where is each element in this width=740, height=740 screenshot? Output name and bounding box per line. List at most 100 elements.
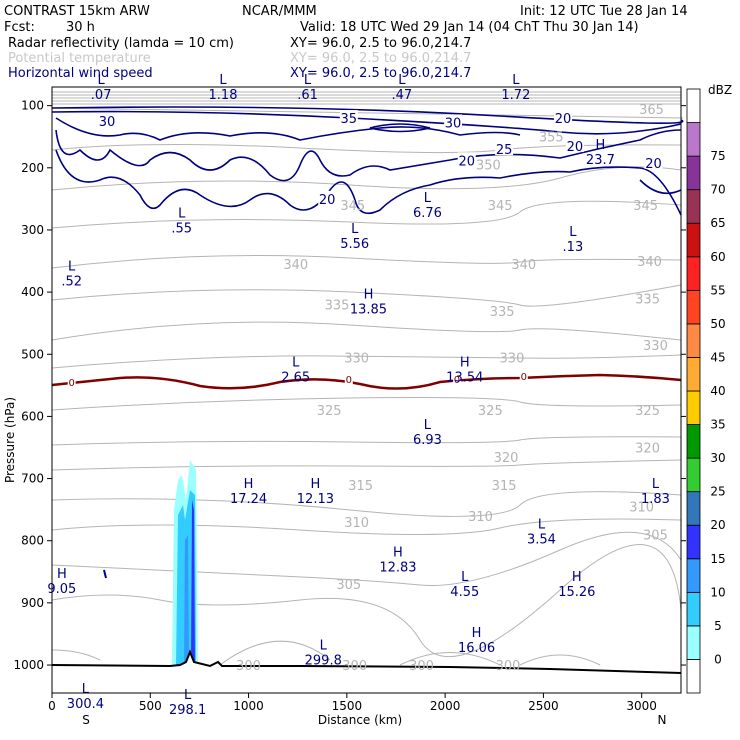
extremum-value: 300.4 [67, 697, 104, 712]
extremum-letter: L [68, 259, 76, 274]
colorbar-cell [686, 625, 701, 660]
field-theta-name: Potential temperature [8, 51, 151, 66]
wind-label-bg [443, 114, 462, 129]
extremum-value: .52 [61, 274, 82, 289]
x-tick-label: 0 [48, 699, 56, 713]
theta-contour-label: 325 [478, 404, 503, 419]
x-tick-label: 1000 [233, 699, 264, 713]
field-theta-xy: XY= 96.0, 2.5 to 96.0,214.7 [290, 51, 471, 66]
colorbar-cell [686, 122, 701, 157]
reflectivity-20dbz [191, 500, 195, 665]
extremum-letter: H [393, 545, 403, 560]
extremum-value: 16.06 [458, 641, 495, 656]
y-tick-label: 300 [21, 223, 44, 237]
extremum-letter: L [424, 418, 432, 433]
freezing-labels: 0 0 0 0 [67, 371, 528, 389]
wind-contour-label: 20 [319, 193, 336, 208]
theta-contour-label: 340 [283, 258, 308, 273]
model-title: CONTRAST 15km ARW [4, 4, 150, 19]
y-tick-label: 200 [21, 161, 44, 175]
wind-label-bg [339, 110, 358, 125]
field-wind-name: Horizontal wind speed [8, 66, 153, 81]
plot-frame [51, 86, 682, 694]
extremum-letter: H [596, 138, 606, 153]
colorbar-cell [686, 88, 701, 123]
extremum-value: 299.8 [305, 653, 342, 668]
colorbar-cell [686, 491, 701, 526]
freezing-level-line [51, 373, 682, 390]
extremum-value: 2.65 [281, 371, 310, 386]
extremum-value: 1.18 [209, 88, 238, 103]
colorbar-cell [686, 424, 701, 459]
x-tick-label: 2500 [528, 699, 559, 713]
extremum-letter: H [57, 567, 67, 582]
y-tick-label: 100 [21, 99, 44, 113]
y-tick-label: 900 [21, 596, 44, 610]
wind-label-bg [495, 141, 514, 156]
theta-contour-label: 335 [490, 305, 515, 320]
field-radar-xy: XY= 96.0, 2.5 to 96.0,214.7 [290, 36, 471, 51]
extremum-letter: H [244, 477, 254, 492]
x-tick-label: 3000 [626, 699, 657, 713]
extremum-value: 13.54 [446, 371, 483, 386]
extremum-letter: L [178, 207, 186, 222]
extremum-value: 12.83 [379, 560, 416, 575]
fcst-value: 30 h [66, 20, 95, 35]
colorbar-unit: dBZ [708, 83, 732, 97]
freezing-label-bg [452, 374, 461, 385]
colorbar-level-label: 5 [714, 619, 722, 633]
theta-contour-label: 330 [500, 351, 525, 366]
freezing-label-bg [67, 377, 76, 388]
y-tick-label: 800 [21, 534, 44, 548]
extremum-letter: L [569, 225, 577, 240]
x-axis-label: Distance (km) [318, 713, 402, 727]
terrain [51, 569, 682, 693]
extremum-value: 1.72 [501, 88, 530, 103]
theta-contour-label: 300 [342, 659, 367, 674]
wind-contour-label: 20 [458, 154, 475, 169]
extremum-letter: L [184, 688, 192, 703]
theta-contour-label: 310 [629, 501, 654, 516]
colorbar-level-label: 35 [710, 418, 725, 432]
colorbar-cell [686, 155, 701, 191]
extremum-value: 13.85 [350, 302, 387, 317]
valid-time: Valid: 18 UTC Wed 29 Jan 14 (04 ChT Thu … [300, 20, 639, 35]
extremum-value: 3.54 [527, 532, 556, 547]
plot-background [52, 87, 681, 693]
theta-contour-label: 345 [340, 199, 365, 214]
theta-contour-label: 345 [633, 199, 658, 214]
colorbar-cell [686, 659, 701, 694]
wind-label-bg [457, 152, 476, 167]
colorbar-cell [686, 323, 701, 358]
freezing-label-bg [519, 371, 528, 382]
theta-contour-label: 350 [476, 159, 501, 174]
colorbar-cell [686, 289, 701, 325]
high-low-markers: L.07L1.18L.61L.47L1.72H23.7L.55L6.76L5.5… [47, 73, 670, 718]
wind-label-bg [318, 190, 337, 205]
colorbar-cell [686, 256, 701, 291]
wind-isotachs [51, 106, 684, 216]
colorbar-cell [686, 457, 701, 493]
extremum-value: 4.55 [450, 585, 479, 600]
colorbar-level-label: 15 [710, 552, 725, 566]
y-tick-label: 1000 [13, 658, 44, 672]
theta-contour-label: 300 [236, 659, 261, 674]
field-radar-name: Radar reflectivity (lamda = 10 cm) [8, 36, 234, 51]
theta-contour-label: 300 [496, 659, 521, 674]
theta-contour-label: 310 [468, 510, 493, 525]
field-wind-xy: XY= 96.0, 2.5 to 96.0,214.7 [290, 66, 471, 81]
theta-contour-label: 305 [336, 578, 361, 593]
theta-contour-label: 365 [639, 103, 664, 118]
theta-isolines [51, 91, 684, 666]
theta-contour-label: 310 [344, 516, 369, 531]
extremum-value: 5.56 [340, 237, 369, 252]
fcst-label: Fcst: [4, 20, 35, 35]
colorbar-cell [686, 189, 701, 224]
wind-labels: 30 35 30 20 20 25 20 20 20 [98, 110, 663, 208]
theta-contour-label: 320 [635, 441, 660, 456]
extremum-letter: H [572, 570, 582, 585]
